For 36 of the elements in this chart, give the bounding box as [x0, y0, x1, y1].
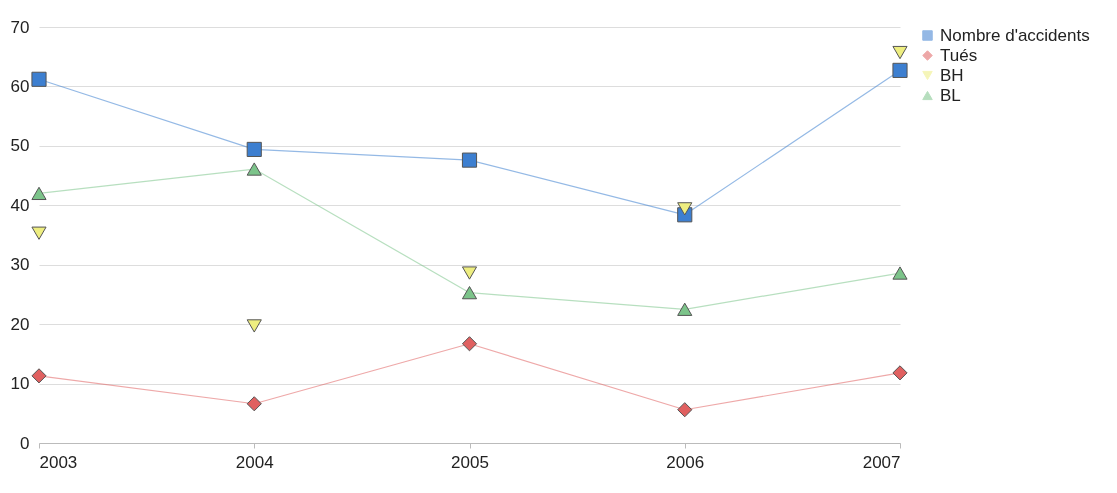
point [246, 319, 262, 333]
point [31, 226, 47, 240]
point [246, 162, 262, 176]
point [31, 186, 47, 201]
x-tick-label: 2003 [39, 452, 78, 472]
x-tick-label: 2007 [862, 452, 901, 472]
y-tick-label: 50 [10, 136, 30, 156]
point [677, 402, 693, 418]
point [677, 302, 693, 316]
legend-label: Tués [940, 45, 978, 65]
legend-label: BL [940, 85, 961, 105]
point [461, 336, 478, 352]
legend-label: Nombre d'accidents [940, 25, 1090, 45]
point [461, 286, 478, 300]
legend-label: BH [940, 65, 964, 85]
x-tick-label: 2005 [451, 452, 489, 472]
point [677, 202, 693, 216]
y-tick-label: 70 [10, 17, 30, 37]
point [31, 368, 47, 384]
x-tick-label: 2004 [235, 452, 274, 472]
point [892, 365, 908, 381]
y-tick-label: 10 [10, 374, 30, 394]
point [246, 141, 262, 157]
point [892, 45, 908, 60]
point [892, 62, 908, 78]
y-tick-label: 0 [20, 433, 30, 453]
x-tick-label: 2006 [666, 452, 705, 472]
point [246, 396, 262, 412]
y-tick-label: 20 [10, 314, 30, 334]
point [461, 266, 478, 280]
y-tick-label: 40 [10, 195, 30, 215]
point [461, 152, 478, 168]
point [31, 71, 47, 87]
y-tick-label: 30 [10, 255, 30, 275]
point [892, 266, 908, 280]
y-tick-label: 60 [10, 76, 30, 96]
